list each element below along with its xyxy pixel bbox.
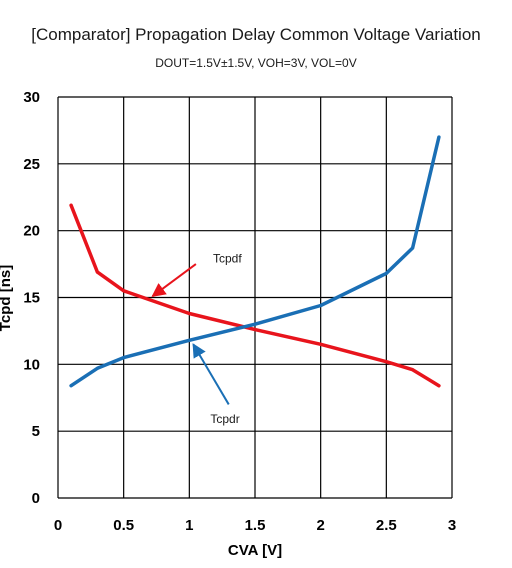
y-tick-label: 0 (32, 490, 40, 507)
y-tick-label: 15 (23, 290, 40, 307)
data-point-tcpdr (253, 322, 257, 326)
data-point-tcpdr (95, 366, 99, 370)
data-point-tcpdf (69, 203, 73, 207)
data-point-tcpdf (319, 342, 323, 346)
chart-title: [Comparator] Propagation Delay Common Vo… (31, 25, 480, 44)
annotation-tcpdf-label: Tcpdf (213, 252, 242, 266)
y-tick-label: 20 (23, 223, 40, 240)
data-point-tcpdr (69, 384, 73, 388)
grid (57, 96, 453, 499)
x-tick-label: 2.5 (376, 517, 397, 534)
x-tick-label: 2 (316, 517, 324, 534)
annotation-tcpdr-arrow (192, 343, 230, 405)
y-tick-label: 30 (23, 89, 40, 106)
y-axis-label: Tcpd [ns] (0, 265, 14, 331)
data-point-tcpdr (384, 271, 388, 275)
y-tick-label: 5 (32, 423, 40, 440)
data-point-tcpdf (411, 368, 415, 372)
data-point-tcpdr (187, 338, 191, 342)
data-point-tcpdr (122, 356, 126, 360)
annotation-tcpdf-arrow (151, 263, 197, 297)
x-axis-label: CVA [V] (228, 542, 282, 559)
data-point-tcpdf (122, 289, 126, 293)
data-point-tcpdf (187, 312, 191, 316)
annotation-tcpdr-label: Tcpdr (210, 412, 239, 426)
x-tick-label: 1 (185, 517, 193, 534)
chart-subtitle: DOUT=1.5V±1.5V, VOH=3V, VOL=0V (155, 56, 356, 70)
data-point-tcpdf (95, 270, 99, 274)
x-tick-label: 1.5 (245, 517, 266, 534)
x-tick-label: 3 (448, 517, 456, 534)
data-point-tcpdf (253, 328, 257, 332)
y-tick-label: 25 (23, 156, 40, 173)
series-lines (69, 135, 441, 388)
data-point-tcpdf (437, 384, 441, 388)
data-point-tcpdf (384, 360, 388, 364)
data-point-tcpdr (319, 304, 323, 308)
data-point-tcpdr (411, 246, 415, 250)
x-tick-label: 0.5 (113, 517, 134, 534)
data-point-tcpdr (437, 135, 441, 139)
x-tick-label: 0 (54, 517, 62, 534)
y-tick-label: 10 (23, 356, 40, 373)
